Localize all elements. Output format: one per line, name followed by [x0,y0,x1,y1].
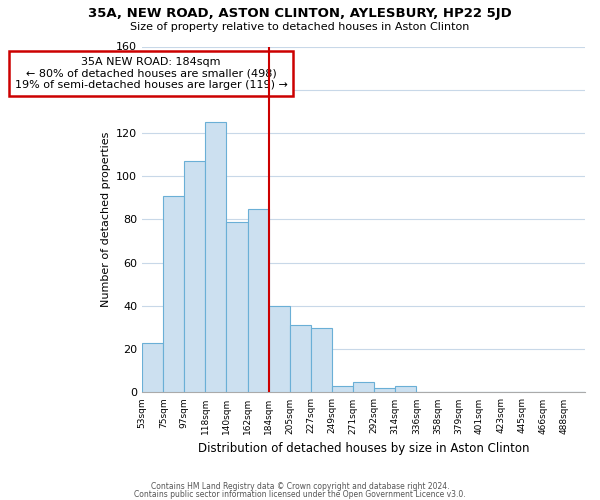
Bar [269,306,290,392]
Y-axis label: Number of detached properties: Number of detached properties [101,132,110,307]
Bar [374,388,395,392]
Bar [353,382,374,392]
Bar [332,386,353,392]
Bar [163,196,184,392]
Bar [205,122,226,392]
Text: Contains public sector information licensed under the Open Government Licence v3: Contains public sector information licen… [134,490,466,499]
Bar [311,328,332,392]
Text: Size of property relative to detached houses in Aston Clinton: Size of property relative to detached ho… [130,22,470,32]
Text: Contains HM Land Registry data © Crown copyright and database right 2024.: Contains HM Land Registry data © Crown c… [151,482,449,491]
Bar [184,161,205,392]
Bar [142,342,163,392]
X-axis label: Distribution of detached houses by size in Aston Clinton: Distribution of detached houses by size … [198,442,529,455]
Text: 35A, NEW ROAD, ASTON CLINTON, AYLESBURY, HP22 5JD: 35A, NEW ROAD, ASTON CLINTON, AYLESBURY,… [88,8,512,20]
Bar [248,208,269,392]
Bar [290,326,311,392]
Text: 35A NEW ROAD: 184sqm
← 80% of detached houses are smaller (498)
19% of semi-deta: 35A NEW ROAD: 184sqm ← 80% of detached h… [14,57,287,90]
Bar [226,222,248,392]
Bar [395,386,416,392]
